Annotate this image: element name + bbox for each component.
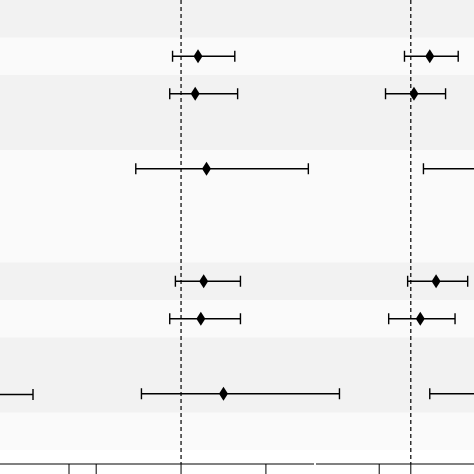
panel-1-estimate-row-10 (429, 388, 474, 400)
point-estimate (199, 274, 209, 289)
x-axes (0, 463, 474, 474)
row-band-5 (0, 187, 474, 225)
point-estimate (415, 311, 425, 326)
clipped-interval (0, 389, 34, 400)
point-estimate (425, 49, 435, 64)
point-estimate (196, 311, 206, 326)
panel-1-estimate-row-4 (422, 163, 474, 175)
row-band-3 (0, 112, 474, 150)
point-estimate (193, 49, 203, 64)
row-band-6 (0, 225, 474, 263)
point-estimate (190, 86, 200, 101)
point-estimate (409, 86, 419, 101)
row-band-0 (0, 0, 474, 38)
panel-1-estimate-row-2 (384, 86, 447, 101)
panel-0-estimate-row-4 (135, 161, 310, 176)
panel-1-estimate-row-1 (403, 49, 459, 64)
row-band-1 (0, 37, 474, 75)
panel-0-estimate-row-7 (174, 274, 242, 289)
row-stripes (0, 0, 474, 450)
panel-0-estimate-row-1 (171, 49, 236, 64)
panel-0-estimate-row-10 (140, 386, 341, 401)
panel-1-estimate-row-8 (387, 311, 456, 326)
row-band-9 (0, 337, 474, 375)
point-estimate (431, 274, 441, 289)
row-band-11 (0, 412, 474, 450)
panel-0-estimate-row-2 (169, 86, 239, 101)
point-estimate (218, 386, 228, 401)
reference-lines (180, 0, 412, 464)
point-estimate (202, 161, 212, 176)
estimate-marks (135, 49, 474, 401)
panel-0-estimate-row-8 (169, 311, 242, 326)
panel-1-estimate-row-7 (406, 274, 469, 289)
